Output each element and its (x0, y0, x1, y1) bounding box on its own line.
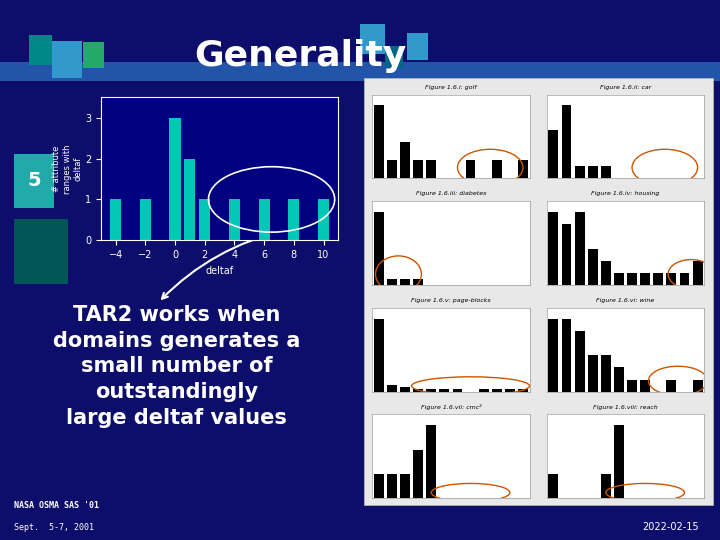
Bar (627, 380, 637, 392)
Text: Sept.  5-7, 2001: Sept. 5-7, 2001 (14, 523, 94, 532)
Text: Figure 1.6.viii: reach: Figure 1.6.viii: reach (593, 404, 658, 410)
Bar (387, 474, 397, 498)
FancyBboxPatch shape (52, 40, 82, 78)
Bar (601, 355, 611, 392)
Bar (601, 474, 611, 498)
Text: 2022-02-15: 2022-02-15 (642, 522, 698, 532)
Bar (413, 389, 423, 392)
Bar (426, 389, 436, 392)
Bar (667, 273, 676, 285)
Bar (640, 273, 650, 285)
Bar (318, 199, 329, 240)
Text: 5: 5 (27, 171, 41, 191)
Bar (374, 474, 384, 498)
Bar (549, 130, 558, 178)
Bar (466, 160, 475, 178)
Bar (387, 279, 397, 285)
Bar (400, 387, 410, 392)
Bar (549, 474, 558, 498)
Bar (640, 380, 650, 392)
Bar (479, 389, 489, 392)
X-axis label: deltaf: deltaf (205, 266, 234, 275)
Y-axis label: # attribute
ranges with
deltaf: # attribute ranges with deltaf (53, 144, 82, 193)
Text: Figure 1.6.ii: car: Figure 1.6.ii: car (600, 85, 651, 90)
Bar (492, 160, 502, 178)
Bar (400, 279, 410, 285)
Bar (614, 367, 624, 392)
Bar (693, 380, 703, 392)
Bar (110, 199, 121, 240)
Bar (693, 261, 703, 285)
FancyBboxPatch shape (29, 35, 52, 65)
Bar (169, 118, 181, 240)
Bar (426, 160, 436, 178)
Bar (627, 273, 637, 285)
Bar (549, 319, 558, 392)
Bar (400, 474, 410, 498)
Text: Figure 1.6.vi: wine: Figure 1.6.vi: wine (596, 298, 654, 303)
FancyBboxPatch shape (364, 78, 713, 505)
Bar (518, 160, 528, 178)
Bar (505, 389, 515, 392)
Bar (387, 160, 397, 178)
Bar (667, 380, 676, 392)
Bar (413, 279, 423, 285)
Text: Generality: Generality (194, 39, 407, 73)
FancyBboxPatch shape (14, 154, 54, 208)
FancyBboxPatch shape (83, 42, 104, 68)
Bar (601, 261, 611, 285)
FancyBboxPatch shape (0, 62, 720, 81)
Bar (562, 105, 572, 178)
Text: NASA OSMA SAS '01: NASA OSMA SAS '01 (14, 501, 99, 510)
FancyBboxPatch shape (407, 33, 428, 60)
Text: Figure 1.6.vii: cmc²: Figure 1.6.vii: cmc² (420, 403, 481, 410)
Text: TAR2 works when
domains generates a
small number of
outstandingly
large deltaf v: TAR2 works when domains generates a smal… (53, 305, 300, 428)
Bar (199, 199, 210, 240)
Bar (400, 142, 410, 178)
Bar (374, 105, 384, 178)
Bar (229, 199, 240, 240)
FancyBboxPatch shape (385, 46, 403, 68)
Bar (614, 273, 624, 285)
Bar (588, 166, 598, 178)
Bar (426, 426, 436, 498)
Bar (374, 319, 384, 392)
Bar (413, 160, 423, 178)
Bar (387, 385, 397, 392)
Bar (575, 166, 585, 178)
Bar (288, 199, 300, 240)
Bar (413, 450, 423, 498)
Bar (614, 426, 624, 498)
Text: Figure 1.6.iv: housing: Figure 1.6.iv: housing (591, 191, 660, 197)
Text: Figure 1.6.v: page-blocks: Figure 1.6.v: page-blocks (411, 298, 491, 303)
Bar (518, 389, 528, 392)
Bar (140, 199, 151, 240)
Bar (453, 389, 462, 392)
Text: Figure 1.6.i: golf: Figure 1.6.i: golf (425, 85, 477, 90)
Bar (374, 212, 384, 285)
Bar (184, 159, 195, 240)
FancyBboxPatch shape (360, 24, 385, 54)
Bar (680, 273, 690, 285)
Bar (575, 212, 585, 285)
Text: Figure 1.6.iii: diabetes: Figure 1.6.iii: diabetes (415, 191, 486, 197)
Bar (439, 389, 449, 392)
Bar (492, 389, 502, 392)
Bar (588, 355, 598, 392)
Bar (562, 319, 572, 392)
Bar (258, 199, 270, 240)
Bar (562, 224, 572, 285)
Bar (588, 248, 598, 285)
FancyBboxPatch shape (14, 219, 68, 284)
Bar (653, 273, 663, 285)
Bar (601, 166, 611, 178)
Bar (549, 212, 558, 285)
Bar (575, 331, 585, 392)
